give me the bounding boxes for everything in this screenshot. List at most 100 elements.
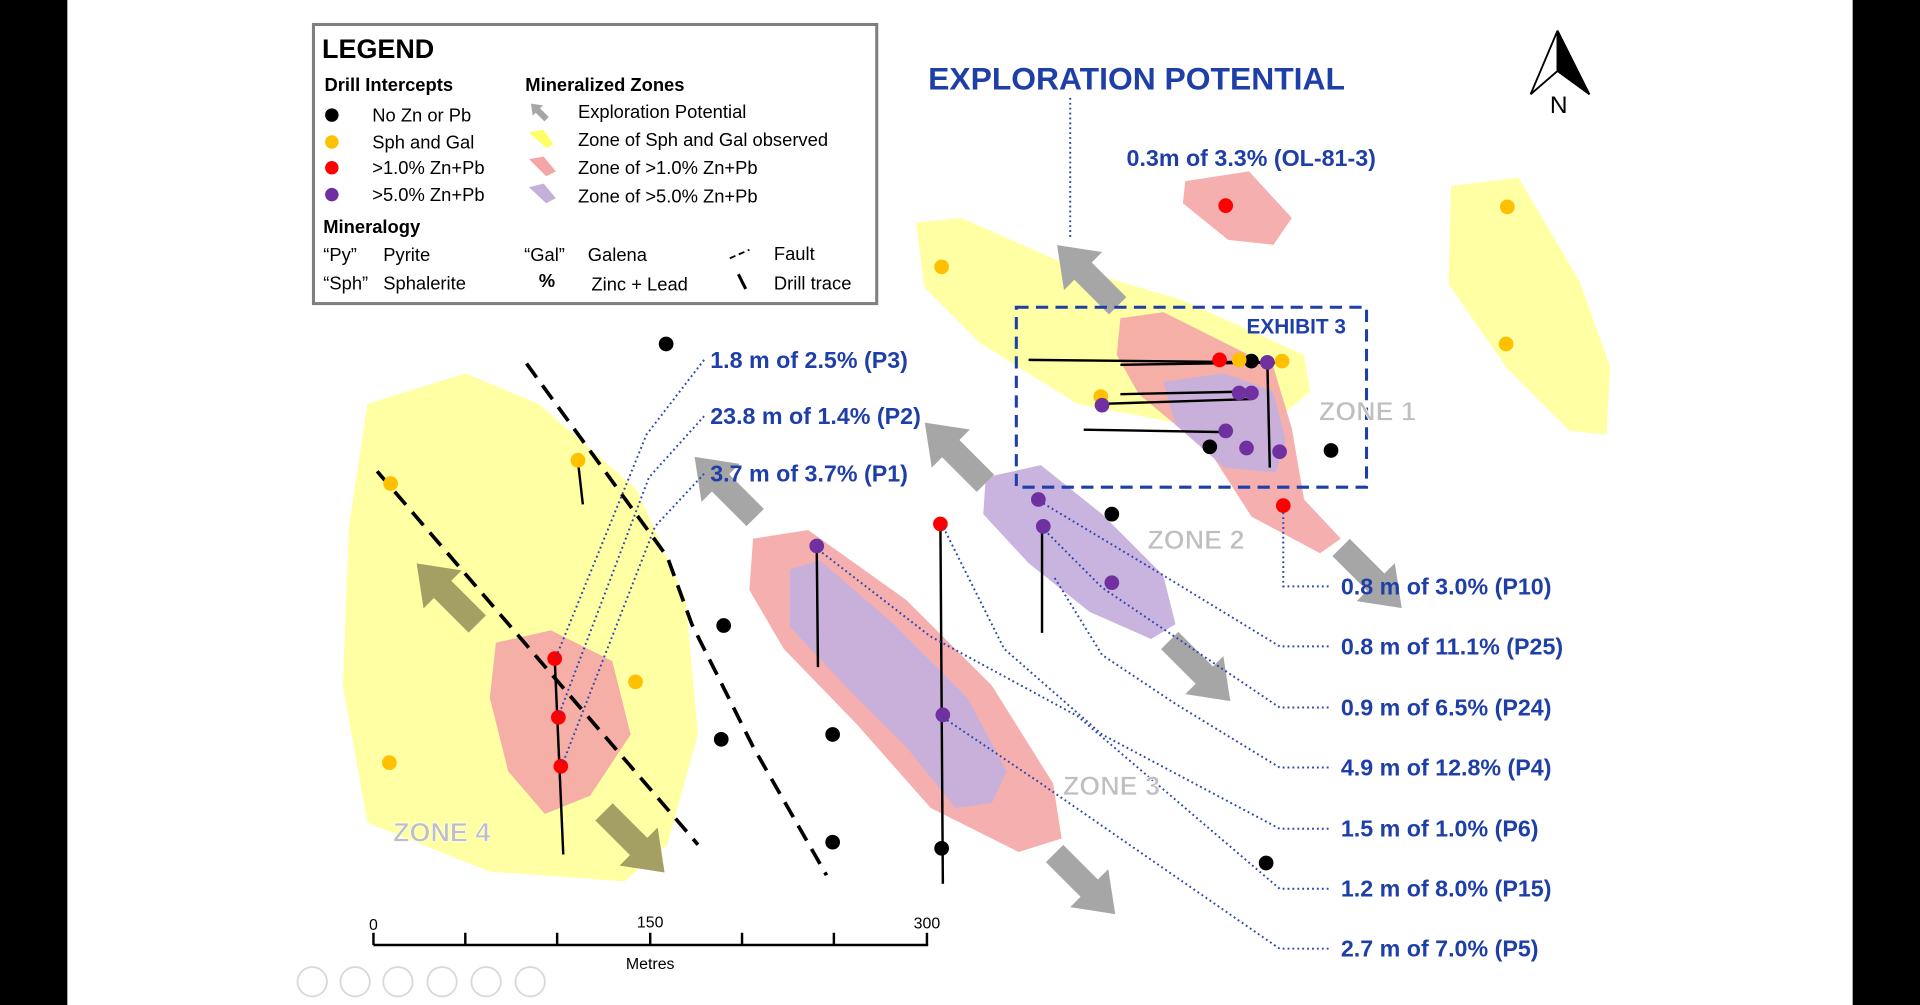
hole-zn-pb-5 bbox=[1031, 492, 1046, 507]
exploration-arrow bbox=[1057, 245, 1127, 315]
legend-trace bbox=[736, 273, 748, 290]
leader-line bbox=[1052, 574, 1329, 769]
hole-none bbox=[1244, 353, 1259, 369]
intercept-label: 23.8 m of 1.4% (P2) bbox=[710, 403, 921, 429]
drill-intercepts bbox=[382, 198, 1515, 871]
scale-unit: Metres bbox=[626, 956, 675, 973]
legend-arrow bbox=[530, 103, 549, 122]
drill-trace bbox=[1083, 428, 1226, 434]
title: EXPLORATION POTENTIAL bbox=[928, 60, 1345, 96]
north-arrow: N bbox=[1529, 30, 1591, 119]
drill-trace bbox=[815, 547, 820, 668]
legend-item: Galena bbox=[588, 244, 648, 265]
hole-zn-pb-1 bbox=[553, 758, 569, 774]
legend-abbr: “Py” bbox=[323, 244, 357, 265]
legend-item: Sphalerite bbox=[383, 272, 466, 293]
pen-button[interactable] bbox=[382, 966, 414, 998]
hole-zn-pb-1 bbox=[933, 516, 948, 532]
hole-zn-pb-5 bbox=[1104, 575, 1120, 591]
legend-fault bbox=[729, 248, 750, 260]
zone-label: ZONE 2 bbox=[1147, 525, 1244, 555]
hole-sph-gal bbox=[1274, 353, 1290, 369]
scale-label: 0 bbox=[369, 917, 378, 934]
leader-line bbox=[1282, 509, 1329, 588]
hole-zn-pb-5 bbox=[1218, 423, 1234, 439]
legend-title: LEGEND bbox=[322, 34, 434, 64]
leader-line bbox=[816, 547, 1329, 890]
leader-line bbox=[1042, 528, 1329, 709]
more-button[interactable] bbox=[514, 966, 546, 998]
hole-sph-gal bbox=[1498, 336, 1514, 352]
zone-sph-gal bbox=[1448, 177, 1611, 435]
exploration-arrow bbox=[595, 803, 665, 873]
hole-zn-pb-1 bbox=[551, 709, 566, 725]
leader-line bbox=[555, 359, 705, 658]
hole-zn-pb-1 bbox=[547, 651, 563, 666]
intercept-label: 0.8 m of 3.0% (P10) bbox=[1341, 573, 1552, 599]
legend-item: Zinc + Lead bbox=[591, 273, 687, 294]
exploration-arrow bbox=[1161, 631, 1231, 702]
hole-zn-pb-1 bbox=[1218, 198, 1234, 213]
scale-label: 300 bbox=[914, 916, 941, 933]
prev-button[interactable] bbox=[296, 966, 328, 998]
hole-none bbox=[825, 727, 840, 742]
exploration-arrow bbox=[1045, 844, 1116, 915]
legend-swatch bbox=[528, 156, 556, 177]
hole-sph-gal bbox=[934, 259, 949, 275]
hole-zn-pb-5 bbox=[1231, 385, 1247, 401]
legend-item: >5.0% Zn+Pb bbox=[372, 184, 484, 205]
viewer-toolbar bbox=[296, 966, 546, 998]
exhibit-label: EXHIBIT 3 bbox=[1247, 315, 1346, 338]
hole-sph-gal bbox=[1500, 199, 1515, 215]
exploration-arrow bbox=[1332, 538, 1402, 609]
hole-zn-pb-1 bbox=[1212, 352, 1227, 368]
drill-trace bbox=[1099, 397, 1252, 406]
leader-line bbox=[941, 525, 1329, 830]
hole-none bbox=[1202, 439, 1218, 455]
drill-trace bbox=[939, 523, 945, 884]
hole-zn-pb-5 bbox=[1272, 444, 1287, 460]
drill-traces bbox=[553, 358, 1284, 884]
scale-label: 150 bbox=[637, 914, 664, 931]
hole-zn-pb-5 bbox=[809, 538, 825, 554]
slides-button[interactable] bbox=[426, 966, 458, 998]
legend-swatch bbox=[528, 129, 554, 149]
drill-trace bbox=[1028, 358, 1268, 364]
exploration-arrow bbox=[924, 422, 995, 492]
hole-none bbox=[658, 336, 674, 352]
north-arrow-right bbox=[1556, 30, 1591, 95]
drill-trace bbox=[576, 461, 585, 505]
intercept-label: 1.5 m of 1.0% (P6) bbox=[1341, 816, 1539, 842]
legend-item: Zone of Sph and Gal observed bbox=[578, 129, 828, 150]
fault bbox=[525, 362, 829, 877]
zone-zn-pb-1 bbox=[1182, 171, 1292, 245]
legend-item: Zone of >1.0% Zn+Pb bbox=[578, 157, 758, 178]
hole-zn-pb-5 bbox=[1260, 354, 1275, 370]
hole-zn-pb-5 bbox=[1094, 397, 1110, 413]
faults bbox=[375, 362, 829, 877]
legend-dot bbox=[325, 160, 339, 175]
hole-sph-gal bbox=[570, 452, 586, 468]
intercept-label: 3.7 m of 3.7% (P1) bbox=[710, 461, 908, 487]
zoom-button[interactable] bbox=[470, 966, 502, 998]
hole-sph-gal bbox=[382, 755, 397, 770]
hole-zn-pb-5 bbox=[1244, 385, 1259, 401]
hole-zn-pb-5 bbox=[1035, 519, 1051, 534]
hole-zn-pb-1 bbox=[1275, 498, 1291, 513]
leader-line bbox=[1040, 501, 1329, 648]
legend-abbr: “Gal” bbox=[524, 244, 565, 265]
drill-trace bbox=[553, 658, 565, 855]
zone-zn-pb-5 bbox=[983, 465, 1176, 639]
hole-none bbox=[934, 840, 949, 856]
legend-item: No Zn or Pb bbox=[372, 105, 471, 126]
legend-dot bbox=[325, 187, 339, 202]
hole-none bbox=[1323, 443, 1339, 458]
zone-label: ZONE 1 bbox=[1319, 396, 1416, 426]
intercept-labels: 0.3m of 3.3% (OL-81-3) 1.8 m of 2.5% (P3… bbox=[710, 145, 1563, 962]
next-button[interactable] bbox=[339, 966, 371, 998]
legend-swatch bbox=[528, 183, 556, 204]
legend-heading: Mineralogy bbox=[323, 216, 421, 237]
north-label: N bbox=[1550, 92, 1568, 119]
